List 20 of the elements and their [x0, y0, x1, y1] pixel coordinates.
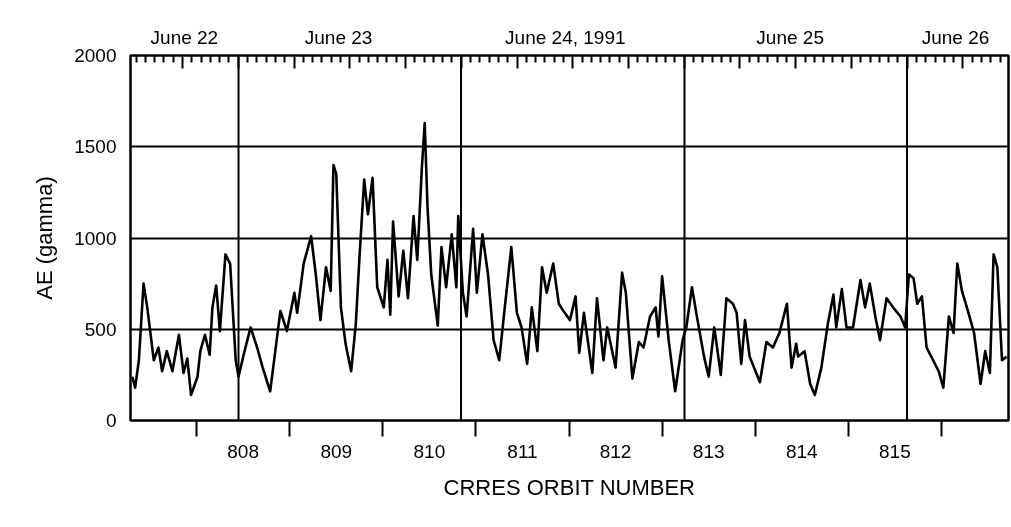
x2-tick-label: June 24, 1991 [505, 26, 626, 48]
x-tick-label: 812 [599, 440, 632, 462]
y-tick-label: 1500 [74, 136, 117, 158]
x2-tick-label: June 25 [756, 26, 824, 48]
y-tick-label: 2000 [74, 45, 117, 66]
x-tick-label: 815 [879, 440, 911, 462]
y-tick-label: 500 [84, 318, 117, 340]
x-tick-label: 808 [227, 440, 260, 462]
x-axis-title: CRRES ORBIT NUMBER [443, 474, 696, 500]
y-tick-label: 0 [105, 410, 117, 431]
x-tick-label: 810 [413, 440, 446, 462]
x2-tick-label: June 23 [304, 26, 373, 48]
x-tick-label: 811 [507, 440, 538, 462]
x2-tick-label: June 22 [150, 26, 219, 48]
y-axis-title: AE (gamma) [32, 176, 58, 300]
x-tick-label: 809 [320, 440, 353, 462]
x2-tick-label: June 26 [921, 26, 990, 48]
x-tick-label: 813 [692, 440, 725, 462]
x-tick-label: 814 [785, 440, 819, 462]
y-tick-label: 1000 [74, 227, 117, 249]
